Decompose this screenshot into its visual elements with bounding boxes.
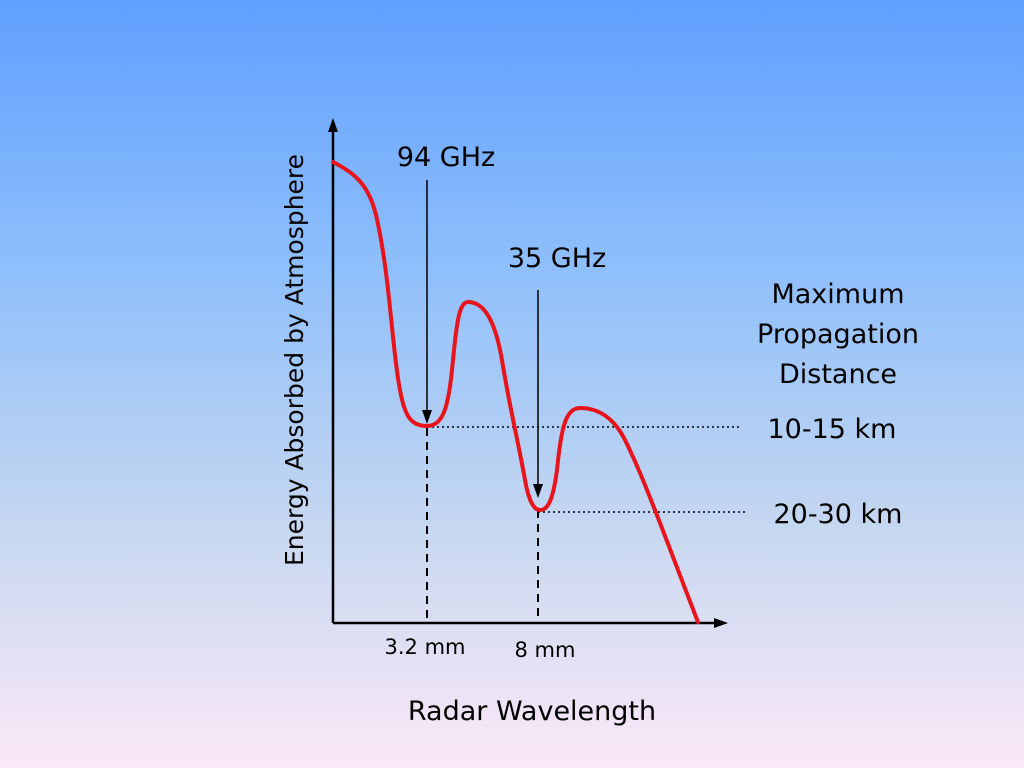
freq-94ghz-label: 94 GHz (397, 142, 495, 173)
propagation-title-line1: Maximum (771, 279, 904, 310)
wavelength-8mm-label: 8 mm (515, 638, 576, 662)
propagation-title-line2: Propagation (757, 319, 919, 350)
x-axis-arrowhead (714, 618, 728, 628)
propagation-value-20-30km: 20-30 km (774, 499, 903, 530)
propagation-title-line3: Distance (779, 359, 897, 390)
absorption-curve (331, 160, 700, 624)
wavelength-3-2mm-label: 3.2 mm (385, 635, 466, 659)
arrow-35ghz-head (533, 484, 543, 498)
x-axis-label: Radar Wavelength (408, 696, 656, 727)
arrow-94ghz-head (422, 410, 432, 424)
y-axis-arrowhead (328, 118, 338, 132)
freq-35ghz-label: 35 GHz (508, 243, 606, 274)
y-axis-label: Energy Absorbed by Atmosphere (280, 154, 309, 566)
propagation-value-10-15km: 10-15 km (768, 414, 897, 445)
